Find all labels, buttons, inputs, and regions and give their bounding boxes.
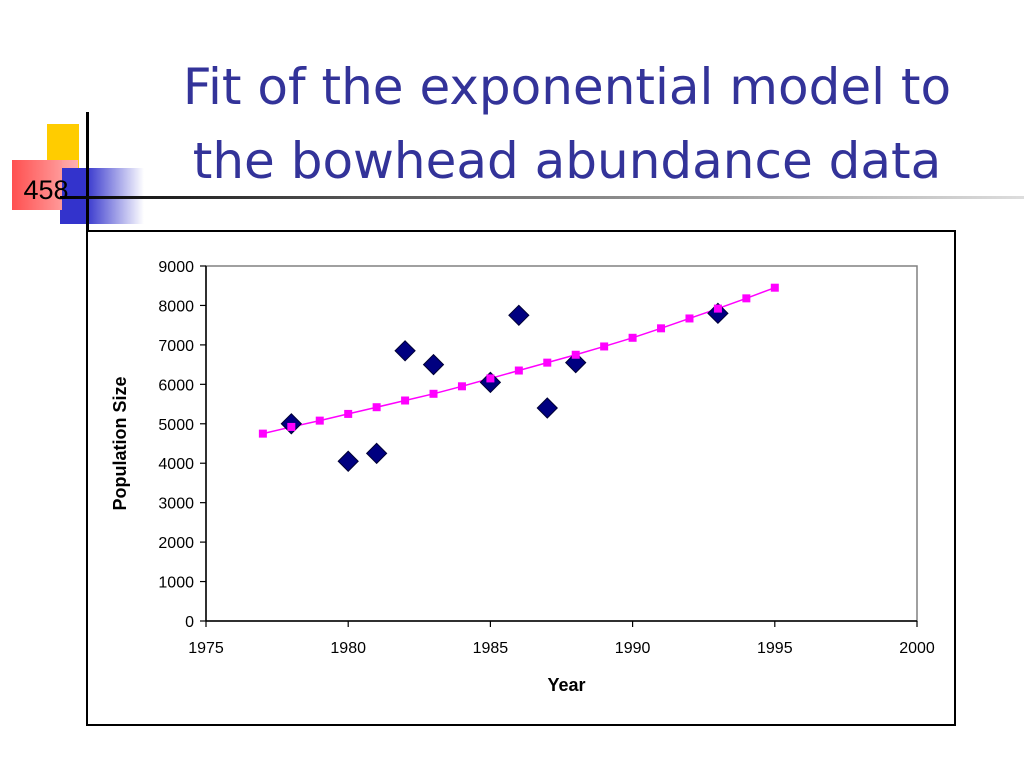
x-tick-label: 1995: [757, 640, 793, 657]
fitted-point: [657, 324, 666, 333]
x-axis-title: Year: [547, 675, 585, 695]
slide-number: 458: [23, 175, 69, 205]
observed-point: [337, 450, 359, 472]
fitted-point: [372, 403, 381, 412]
y-tick-label: 1000: [158, 575, 194, 592]
observed-point: [565, 351, 587, 374]
fitted-point: [685, 314, 694, 323]
fitted-point: [486, 374, 495, 383]
deco-horizontal-line: [60, 196, 1024, 199]
chart-container: 0 1000 2000 3000 4000 5000 6000 7000 8000 9000 197…: [86, 230, 956, 726]
observed-point: [536, 397, 558, 419]
fitted-point: [258, 429, 267, 438]
slide-title-line-2: the bowhead abundance data: [192, 132, 942, 190]
fitted-point: [770, 283, 779, 292]
x-tick-label: 1980: [330, 640, 366, 657]
observed-point: [707, 302, 729, 325]
y-tick-label: 3000: [158, 496, 194, 513]
x-tick-label: 1985: [473, 640, 509, 657]
scatter-chart: 0 1000 2000 3000 4000 5000 6000 7000 8000 9000 197…: [110, 259, 935, 695]
y-tick-label: 8000: [158, 298, 194, 315]
fitted-point: [628, 333, 637, 342]
y-axis-title: Population Size: [110, 376, 130, 510]
fitted-point: [713, 304, 722, 313]
deco-red-block-front: [12, 160, 62, 210]
y-tick-label: 7000: [158, 338, 194, 355]
y-tick-label: 9000: [158, 259, 194, 276]
observed-point: [422, 353, 445, 376]
fitted-point: [543, 358, 552, 367]
fitted-point: [344, 409, 353, 418]
fitted-point: [457, 382, 466, 391]
y-tick-label: 6000: [158, 377, 194, 394]
x-tick-label: 1990: [615, 640, 651, 657]
deco-vertical-line: [86, 112, 89, 230]
slide-title-line-1: Fit of the exponential model to: [182, 58, 952, 116]
plot-area: [205, 265, 918, 622]
fitted-point: [401, 396, 410, 405]
x-tick-label: 2000: [899, 640, 935, 657]
observed-point: [394, 340, 416, 362]
fitted-point: [287, 422, 296, 431]
fitted-point: [742, 294, 751, 303]
fitted-point: [315, 416, 324, 425]
observed-point: [365, 442, 388, 465]
y-tick-label: 2000: [158, 535, 194, 552]
y-tick-label: 5000: [158, 417, 194, 434]
y-tick-label: 0: [185, 614, 194, 631]
y-tick-label: 4000: [158, 456, 194, 473]
fitted-point: [429, 389, 438, 398]
slide-title: Fit of the exponential model to the bowh…: [110, 50, 1024, 200]
x-tick-label: 1975: [188, 640, 224, 657]
fitted-point: [600, 342, 609, 351]
fitted-point: [571, 350, 580, 359]
observed-point: [508, 304, 530, 327]
fitted-point: [514, 366, 523, 375]
